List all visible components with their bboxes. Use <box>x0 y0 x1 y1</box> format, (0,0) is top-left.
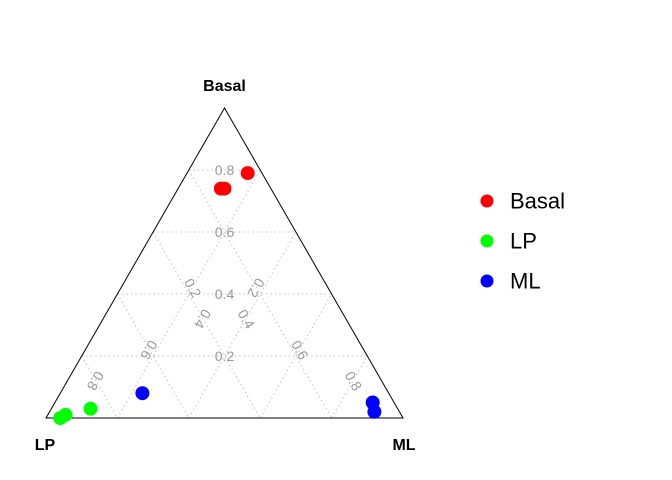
tick-label-lp: 0.6 <box>137 338 161 363</box>
vertex-label-left: LP <box>35 437 56 454</box>
grid-line-ml <box>331 355 368 419</box>
tick-label-ml: 0.6 <box>288 338 312 363</box>
data-point-ml <box>367 404 382 419</box>
data-point-lp <box>83 401 98 416</box>
tick-label-lp: 0.4 <box>191 307 215 332</box>
tick-label-ml: 0.2 <box>181 276 205 301</box>
vertex-label-top: Basal <box>203 78 246 95</box>
legend: Basal LP ML <box>480 189 565 294</box>
tick-label-ml: 0.4 <box>235 307 259 332</box>
tick-label-lp: 0.8 <box>84 369 108 394</box>
data-point-basal <box>213 181 228 196</box>
grid-line-lp <box>116 293 190 419</box>
tick-label-basal: 0.6 <box>215 224 235 240</box>
tick-labels: 0.20.20.2 0.40.4 0.40.60.6 0.60.80.8 0.8 <box>84 162 366 394</box>
legend-label-lp: LP <box>510 229 537 254</box>
data-point-ml <box>135 386 150 401</box>
legend-marker-lp <box>480 234 494 248</box>
triangle-outline <box>45 106 404 419</box>
tick-label-basal: 0.8 <box>215 162 235 178</box>
tick-label-basal: 0.4 <box>215 286 235 302</box>
legend-label-ml: ML <box>510 269 541 294</box>
legend-label-basal: Basal <box>510 189 565 214</box>
tick-label-ml: 0.8 <box>342 369 366 394</box>
data-points <box>53 166 382 425</box>
data-point-lp <box>58 407 73 422</box>
data-point-basal <box>240 166 255 181</box>
legend-marker-basal <box>480 194 494 208</box>
legend-marker-ml <box>480 274 494 288</box>
grid-line-ml <box>259 293 333 419</box>
tick-label-basal: 0.2 <box>215 348 235 364</box>
grid-line-lp <box>81 355 118 419</box>
vertex-label-right: ML <box>392 437 415 454</box>
tick-label-lp: 0.2 <box>244 276 268 301</box>
